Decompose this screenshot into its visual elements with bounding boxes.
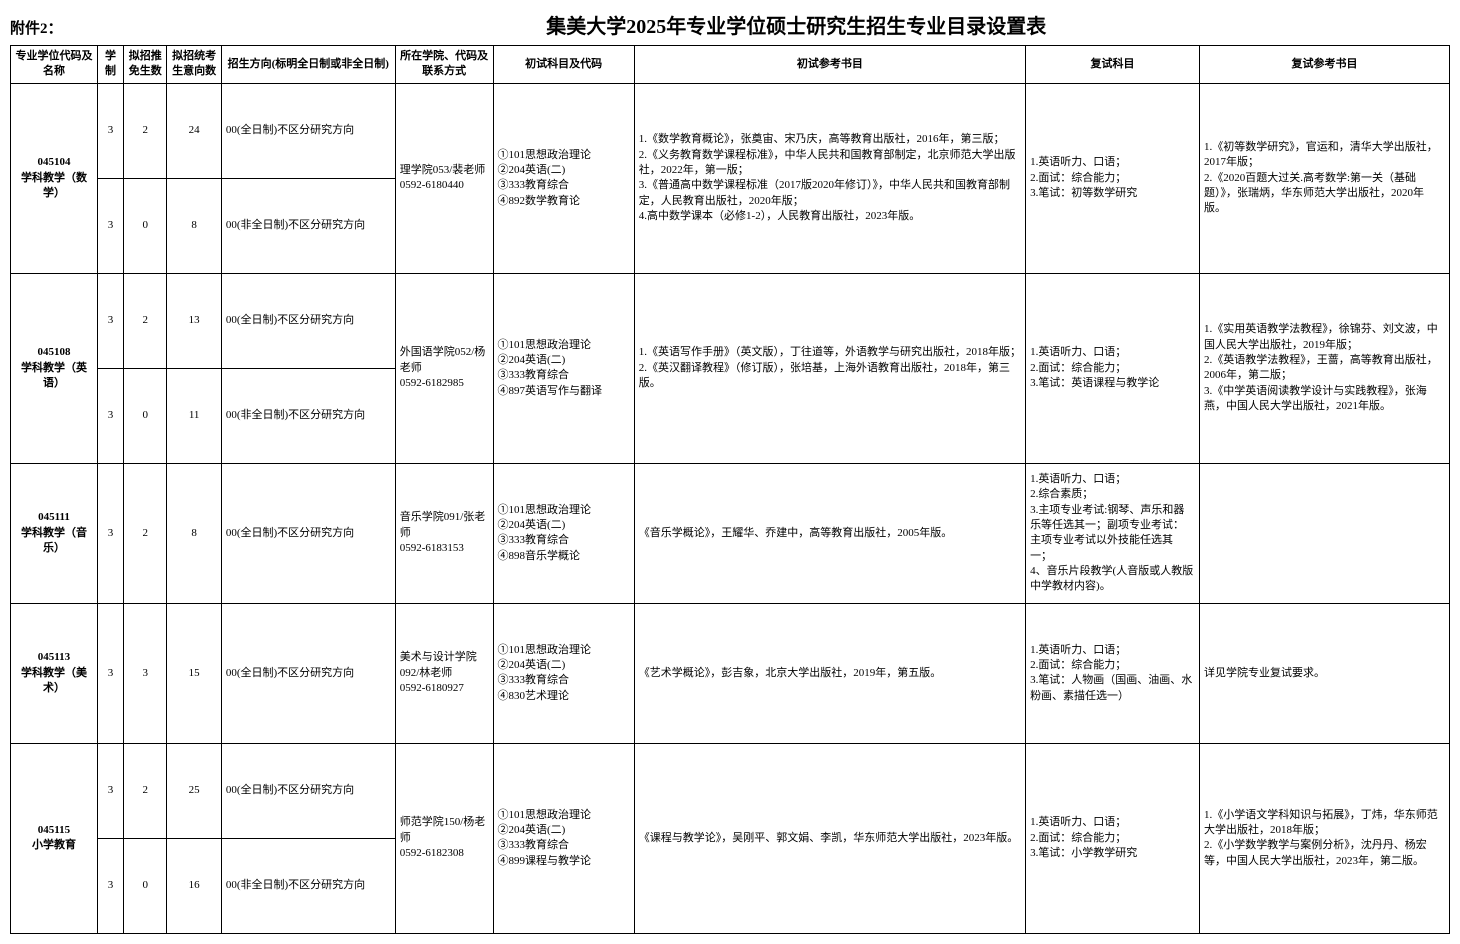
header-init-subj: 初试科目及代码 — [493, 46, 634, 84]
header-plan: 拟招推免生数 — [124, 46, 167, 84]
cell-code: 045104 学科教学（数学） — [11, 83, 98, 273]
cell-system: 3 — [97, 368, 123, 463]
cell-system: 3 — [97, 178, 123, 273]
cell-plan: 2 — [124, 273, 167, 368]
cell-direction: 00(全日制)不区分研究方向 — [221, 603, 395, 743]
cell-exempt: 16 — [167, 838, 221, 933]
cell-init-ref: 《课程与教学论》，吴刚平、郭文娟、李凯，华东师范大学出版社，2023年版。 — [634, 743, 1025, 933]
cell-retest-subj: 1.英语听力、口语； 2.面试：综合能力； 3.笔试：小学教学研究 — [1026, 743, 1200, 933]
cell-init-subj: ①101思想政治理论 ②204英语(二) ③333教育综合 ④899课程与教学论 — [493, 743, 634, 933]
cell-plan: 3 — [124, 603, 167, 743]
cell-init-subj: ①101思想政治理论 ②204英语(二) ③333教育综合 ④898音乐学概论 — [493, 463, 634, 603]
cell-exempt: 13 — [167, 273, 221, 368]
cell-exempt: 8 — [167, 178, 221, 273]
catalog-table: 专业学位代码及名称 学制 拟招推免生数 拟招统考生意向数 招生方向(标明全日制或… — [10, 45, 1450, 934]
cell-system: 3 — [97, 273, 123, 368]
cell-retest-ref: 1.《小学语文学科知识与拓展》，丁炜，华东师范大学出版社，2018年版； 2.《… — [1199, 743, 1449, 933]
cell-code: 045113 学科教学（美术） — [11, 603, 98, 743]
cell-exempt: 11 — [167, 368, 221, 463]
table-row: 045108 学科教学（英语）321300(全日制)不区分研究方向外国语学院05… — [11, 273, 1450, 368]
cell-system: 3 — [97, 603, 123, 743]
cell-system: 3 — [97, 743, 123, 838]
cell-system: 3 — [97, 838, 123, 933]
cell-direction: 00(全日制)不区分研究方向 — [221, 743, 395, 838]
cell-exempt: 8 — [167, 463, 221, 603]
header-retest-subj: 复试科目 — [1026, 46, 1200, 84]
header-code: 专业学位代码及名称 — [11, 46, 98, 84]
table-row: 045111 学科教学（音乐）32800(全日制)不区分研究方向音乐学院091/… — [11, 463, 1450, 603]
cell-retest-subj: 1.英语听力、口语； 2.面试：综合能力； 3.笔试：英语课程与教学论 — [1026, 273, 1200, 463]
cell-contact: 理学院053/裴老师 0592-6180440 — [395, 83, 493, 273]
table-row: 045115 小学教育322500(全日制)不区分研究方向师范学院150/杨老师… — [11, 743, 1450, 838]
cell-init-ref: 1.《数学教育概论》，张奠宙、宋乃庆，高等教育出版社，2016年，第三版； 2.… — [634, 83, 1025, 273]
cell-init-ref: 《音乐学概论》，王耀华、乔建中，高等教育出版社，2005年版。 — [634, 463, 1025, 603]
cell-contact: 美术与设计学院092/林老师 0592-6180927 — [395, 603, 493, 743]
cell-retest-ref: 详见学院专业复试要求。 — [1199, 603, 1449, 743]
cell-plan: 0 — [124, 368, 167, 463]
attachment-label: 附件2： — [10, 17, 63, 38]
cell-code: 045108 学科教学（英语） — [11, 273, 98, 463]
cell-retest-subj: 1.英语听力、口语； 2.综合素质； 3.主项专业考试:钢琴、声乐和器乐等任选其… — [1026, 463, 1200, 603]
cell-plan: 2 — [124, 83, 167, 178]
cell-retest-subj: 1.英语听力、口语； 2.面试：综合能力； 3.笔试：人物画（国画、油画、水粉画… — [1026, 603, 1200, 743]
cell-direction: 00(非全日制)不区分研究方向 — [221, 838, 395, 933]
page-title: 集美大学2025年专业学位硕士研究生招生专业目录设置表 — [263, 10, 1330, 39]
table-row: 045104 学科教学（数学）322400(全日制)不区分研究方向理学院053/… — [11, 83, 1450, 178]
cell-init-subj: ①101思想政治理论 ②204英语(二) ③333教育综合 ④830艺术理论 — [493, 603, 634, 743]
cell-retest-ref — [1199, 463, 1449, 603]
cell-code: 045111 学科教学（音乐） — [11, 463, 98, 603]
cell-plan: 2 — [124, 463, 167, 603]
header-direction: 招生方向(标明全日制或非全日制) — [221, 46, 395, 84]
cell-contact: 音乐学院091/张老师 0592-6183153 — [395, 463, 493, 603]
cell-exempt: 24 — [167, 83, 221, 178]
cell-plan: 2 — [124, 743, 167, 838]
cell-retest-ref: 1.《初等数学研究》，官运和，清华大学出版社，2017年版； 2.《2020百题… — [1199, 83, 1449, 273]
header-init-ref: 初试参考书目 — [634, 46, 1025, 84]
table-row: 045113 学科教学（美术）331500(全日制)不区分研究方向美术与设计学院… — [11, 603, 1450, 743]
cell-retest-subj: 1.英语听力、口语； 2.面试：综合能力； 3.笔试：初等数学研究 — [1026, 83, 1200, 273]
header-system: 学制 — [97, 46, 123, 84]
cell-direction: 00(非全日制)不区分研究方向 — [221, 178, 395, 273]
header-exempt: 拟招统考生意向数 — [167, 46, 221, 84]
cell-exempt: 15 — [167, 603, 221, 743]
cell-plan: 0 — [124, 838, 167, 933]
cell-direction: 00(全日制)不区分研究方向 — [221, 463, 395, 603]
cell-exempt: 25 — [167, 743, 221, 838]
cell-plan: 0 — [124, 178, 167, 273]
cell-direction: 00(全日制)不区分研究方向 — [221, 273, 395, 368]
cell-init-ref: 1.《英语写作手册》（英文版），丁往道等，外语教学与研究出版社，2018年版； … — [634, 273, 1025, 463]
cell-direction: 00(全日制)不区分研究方向 — [221, 83, 395, 178]
cell-code: 045115 小学教育 — [11, 743, 98, 933]
cell-system: 3 — [97, 83, 123, 178]
cell-retest-ref: 1.《实用英语教学法教程》，徐锦芬、刘文波，中国人民大学出版社，2019年版； … — [1199, 273, 1449, 463]
cell-init-subj: ①101思想政治理论 ②204英语(二) ③333教育综合 ④897英语写作与翻… — [493, 273, 634, 463]
cell-direction: 00(非全日制)不区分研究方向 — [221, 368, 395, 463]
cell-init-ref: 《艺术学概论》，彭吉象，北京大学出版社，2019年，第五版。 — [634, 603, 1025, 743]
cell-contact: 外国语学院052/杨老师 0592-6182985 — [395, 273, 493, 463]
table-header-row: 专业学位代码及名称 学制 拟招推免生数 拟招统考生意向数 招生方向(标明全日制或… — [11, 46, 1450, 84]
cell-system: 3 — [97, 463, 123, 603]
cell-contact: 师范学院150/杨老师 0592-6182308 — [395, 743, 493, 933]
cell-init-subj: ①101思想政治理论 ②204英语(二) ③333教育综合 ④892数学教育论 — [493, 83, 634, 273]
header-contact: 所在学院、代码及联系方式 — [395, 46, 493, 84]
header-retest-ref: 复试参考书目 — [1199, 46, 1449, 84]
